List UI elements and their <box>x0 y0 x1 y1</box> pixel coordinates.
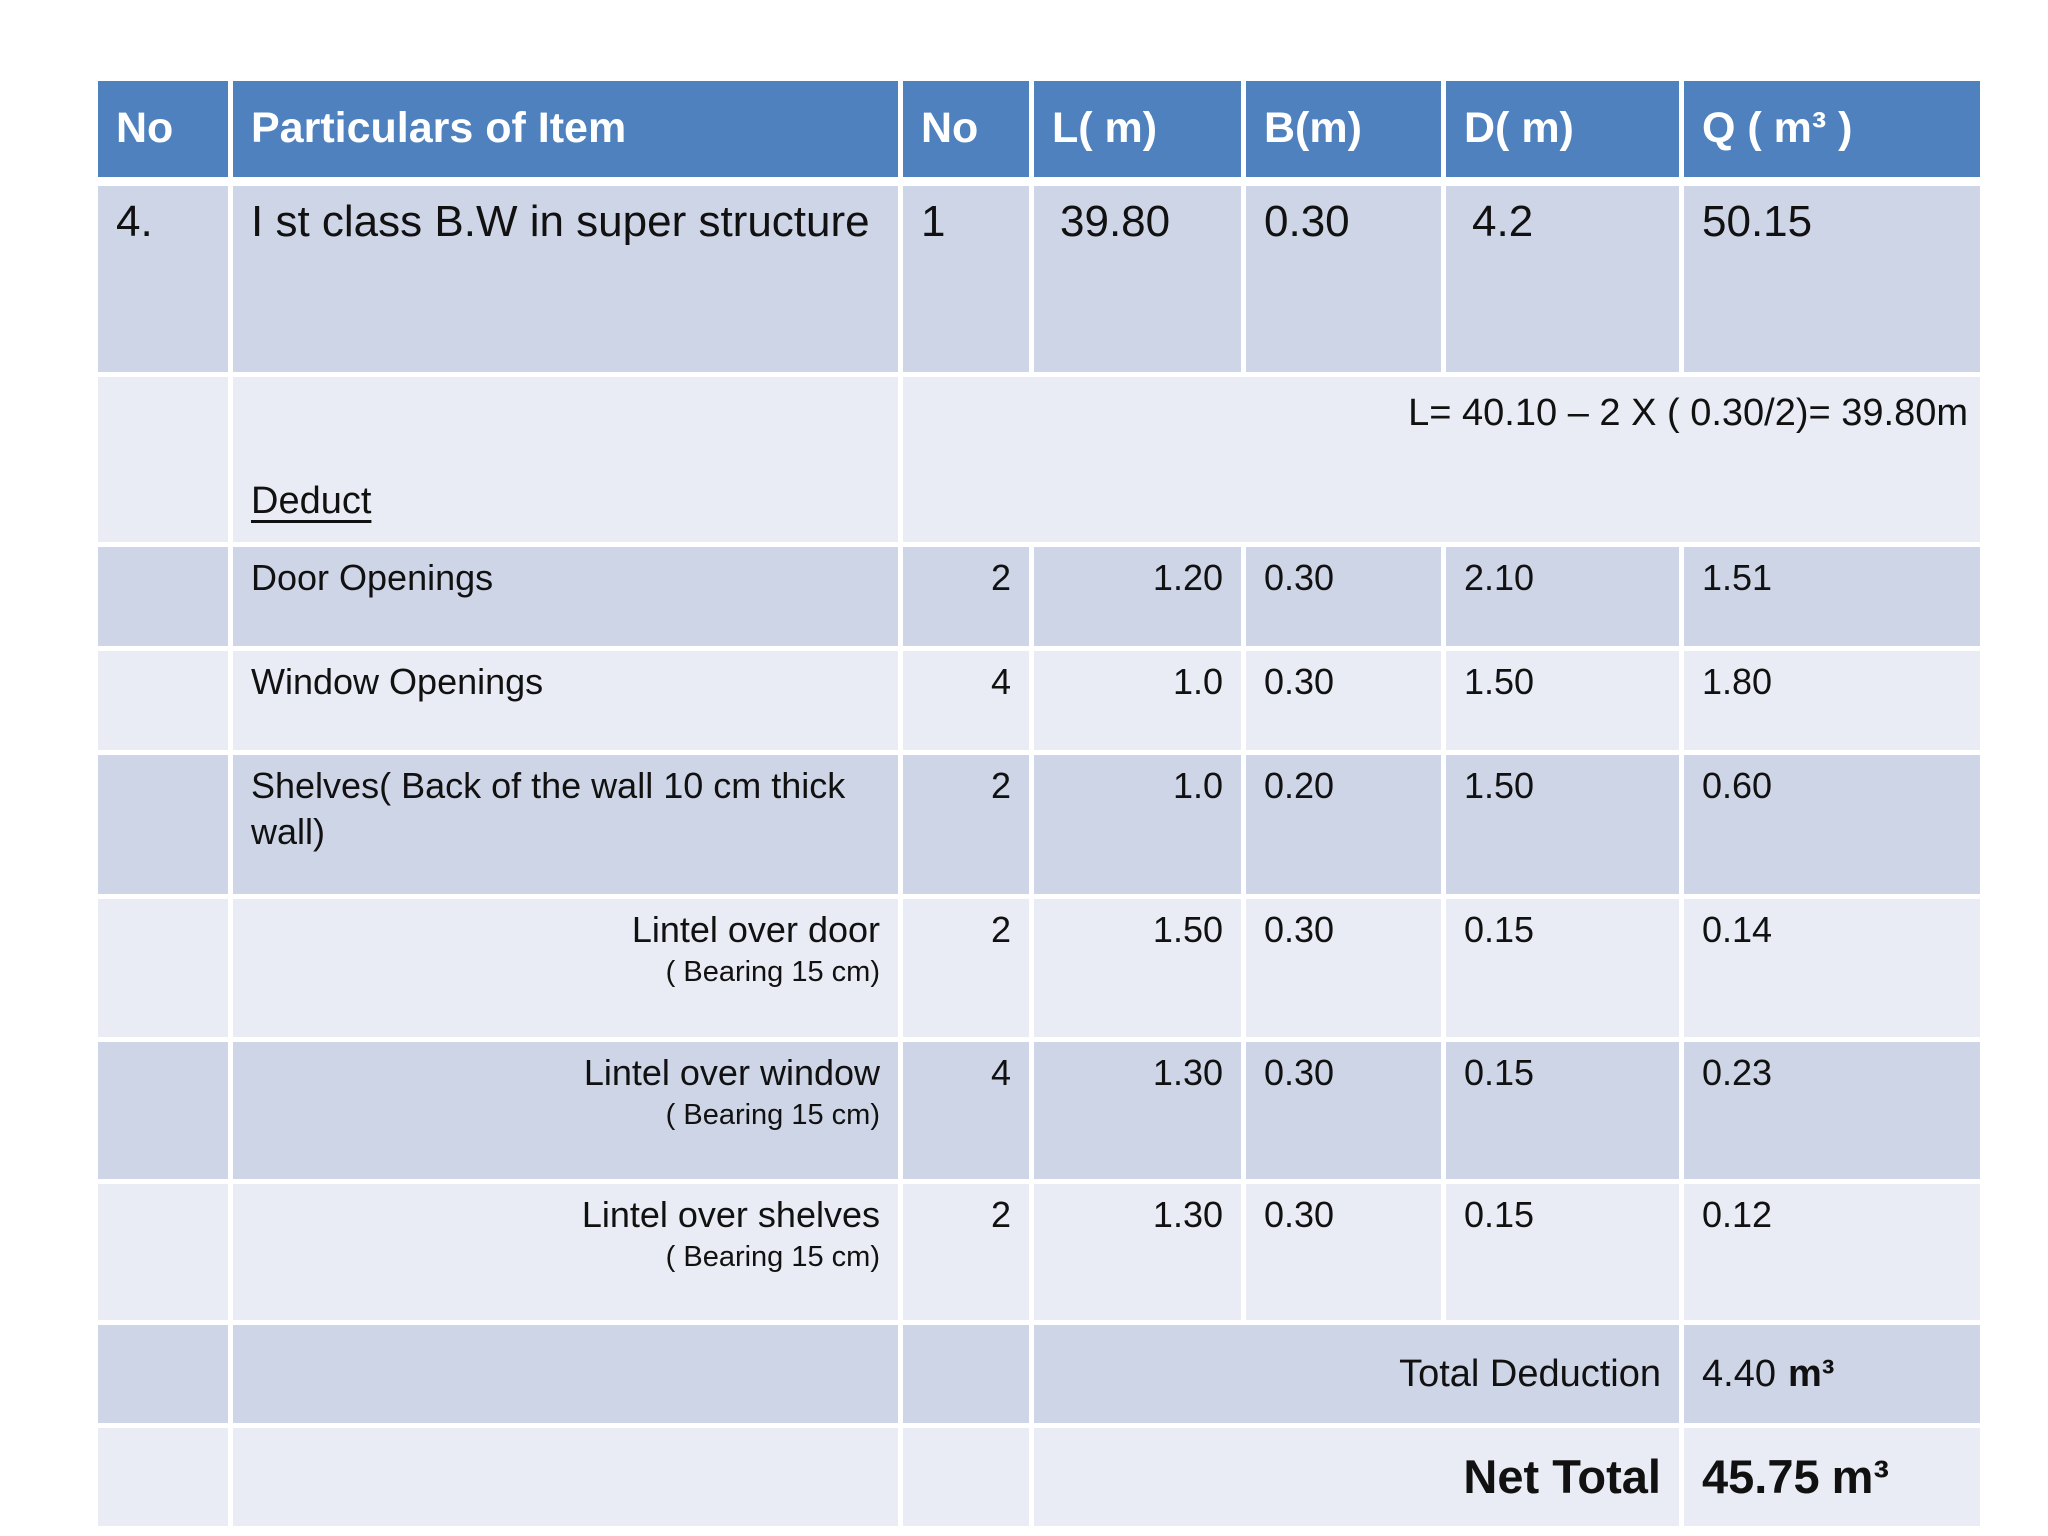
cell-total-deduction-value: 4.40 m³ <box>1684 1325 1980 1423</box>
header-length: L( m) <box>1034 81 1241 177</box>
cell-deduction-length: 1.0 <box>1034 651 1241 750</box>
cell-serial-no: 4. <box>98 186 228 372</box>
cell-empty <box>98 755 228 894</box>
cell-deduction-quantity: 0.12 <box>1684 1184 1980 1320</box>
cell-empty <box>98 1184 228 1320</box>
cell-total-deduction-label: Total Deduction <box>1034 1325 1679 1423</box>
cell-deduction-breadth: 0.20 <box>1246 755 1441 894</box>
quantity-estimate-table: No Particulars of Item No L( m) B(m) D( … <box>98 81 1980 1526</box>
cell-deduction-quantity: 1.80 <box>1684 651 1980 750</box>
cell-empty <box>98 1042 228 1179</box>
cell-deduction-no: 2 <box>903 899 1029 1037</box>
cell-deduction-depth: 0.15 <box>1446 1042 1679 1179</box>
total-deduction-number: 4.40 <box>1702 1352 1776 1395</box>
header-no1: No <box>98 81 228 177</box>
cell-deduction-item: Lintel over window ( Bearing 15 cm) <box>233 1042 898 1179</box>
header-depth: D( m) <box>1446 81 1679 177</box>
cell-empty <box>98 899 228 1037</box>
cell-item-no: 1 <box>903 186 1029 372</box>
header-breadth: B(m) <box>1246 81 1441 177</box>
cell-item-description: I st class B.W in super structure <box>233 186 898 372</box>
cell-deduction-depth: 2.10 <box>1446 547 1679 646</box>
cell-empty <box>903 1325 1029 1423</box>
cell-empty <box>903 1428 1029 1526</box>
lintel-item-text: Lintel over window ( Bearing 15 cm) <box>584 1050 880 1135</box>
lintel-item-text: Lintel over door ( Bearing 15 cm) <box>632 907 880 992</box>
cell-empty <box>98 1428 228 1526</box>
cell-deduction-breadth: 0.30 <box>1246 1184 1441 1320</box>
cell-deduction-depth: 1.50 <box>1446 755 1679 894</box>
net-total-unit: m³ <box>1831 1449 1890 1503</box>
cell-empty <box>233 1428 898 1526</box>
cell-deduction-no: 4 <box>903 651 1029 750</box>
cell-deduction-breadth: 0.30 <box>1246 899 1441 1037</box>
cell-deduction-no: 2 <box>903 547 1029 646</box>
cell-deduction-item: Window Openings <box>233 651 898 750</box>
cell-deduction-quantity: 0.23 <box>1684 1042 1980 1179</box>
cell-deduction-length: 1.30 <box>1034 1184 1241 1320</box>
cell-item-breadth: 0.30 <box>1246 186 1441 372</box>
cell-empty <box>98 651 228 750</box>
cell-deduction-quantity: 1.51 <box>1684 547 1980 646</box>
lintel-item-main: Lintel over shelves <box>581 1194 880 1235</box>
cell-deduction-breadth: 0.30 <box>1246 1042 1441 1179</box>
lintel-item-text: Lintel over shelves ( Bearing 15 cm) <box>582 1192 880 1277</box>
cell-item-depth: 4.2 <box>1446 186 1679 372</box>
lintel-item-main: Lintel over window <box>583 1052 880 1093</box>
cell-empty <box>98 547 228 646</box>
net-total-number: 45.75 <box>1702 1449 1820 1503</box>
cell-deduction-no: 4 <box>903 1042 1029 1179</box>
cell-deduction-length: 1.0 <box>1034 755 1241 894</box>
cell-deduction-item: Lintel over shelves ( Bearing 15 cm) <box>233 1184 898 1320</box>
cell-deduction-breadth: 0.30 <box>1246 547 1441 646</box>
cell-empty <box>98 377 228 542</box>
cell-empty <box>233 1325 898 1423</box>
cell-net-total-label: Net Total <box>1034 1428 1679 1526</box>
cell-deduction-length: 1.30 <box>1034 1042 1241 1179</box>
cell-deduction-item: Door Openings <box>233 547 898 646</box>
lintel-item-main: Lintel over door <box>631 909 880 950</box>
lintel-item-note: ( Bearing 15 cm) <box>665 1241 880 1274</box>
cell-deduction-item: Shelves( Back of the wall 10 cm thick wa… <box>233 755 898 894</box>
cell-deduction-no: 2 <box>903 1184 1029 1320</box>
cell-item-quantity: 50.15 <box>1684 186 1980 372</box>
header-particulars: Particulars of Item <box>233 81 898 177</box>
header-quantity: Q ( m³ ) <box>1684 81 1980 177</box>
deduct-label: Deduct <box>251 480 372 523</box>
lintel-item-note: ( Bearing 15 cm) <box>665 956 880 989</box>
cell-deduction-breadth: 0.30 <box>1246 651 1441 750</box>
cell-deduct-label: Deduct <box>233 377 898 542</box>
lintel-item-note: ( Bearing 15 cm) <box>665 1099 880 1132</box>
cell-deduction-quantity: 0.60 <box>1684 755 1980 894</box>
cell-deduction-length: 1.20 <box>1034 547 1241 646</box>
header-no2: No <box>903 81 1029 177</box>
cell-net-total-value: 45.75 m³ <box>1684 1428 1980 1526</box>
total-deduction-unit: m³ <box>1787 1352 1835 1395</box>
cell-item-length: 39.80 <box>1034 186 1241 372</box>
cell-deduction-item: Lintel over door ( Bearing 15 cm) <box>233 899 898 1037</box>
cell-deduction-no: 2 <box>903 755 1029 894</box>
cell-deduction-quantity: 0.14 <box>1684 899 1980 1037</box>
cell-deduction-depth: 1.50 <box>1446 651 1679 750</box>
cell-deduction-length: 1.50 <box>1034 899 1241 1037</box>
cell-deduction-depth: 0.15 <box>1446 899 1679 1037</box>
cell-deduction-depth: 0.15 <box>1446 1184 1679 1320</box>
cell-empty <box>98 1325 228 1423</box>
cell-length-formula: L= 40.10 – 2 X ( 0.30/2)= 39.80m <box>903 377 1980 542</box>
